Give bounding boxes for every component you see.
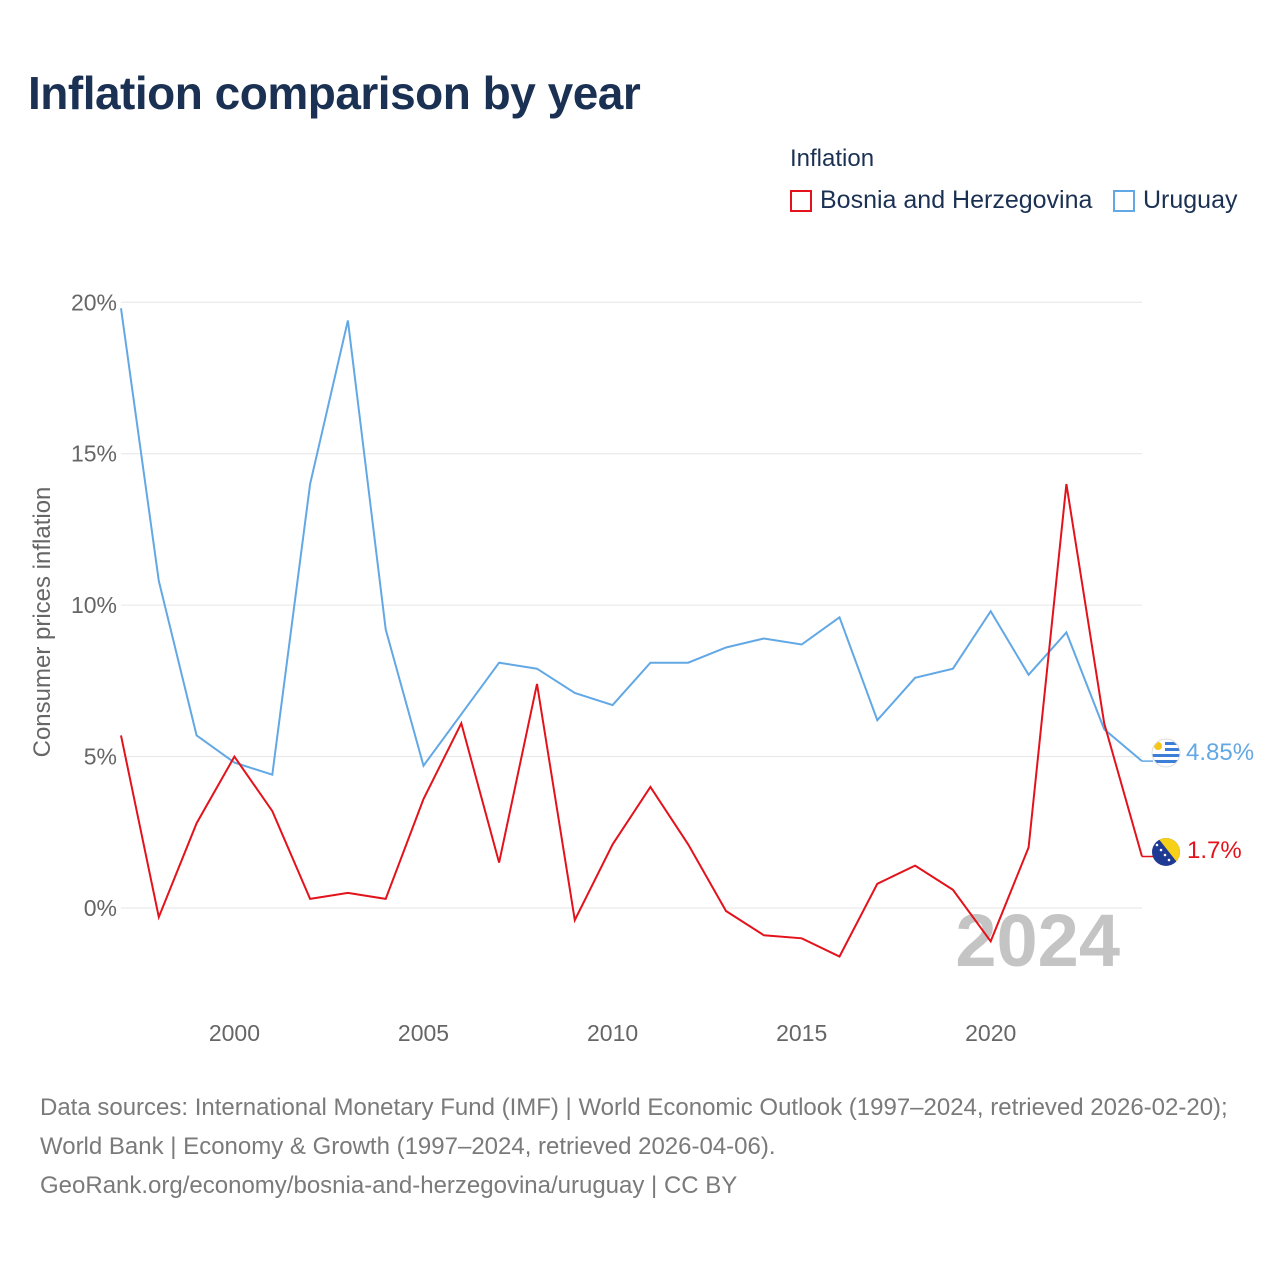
x-tick-label: 2010 [587, 1020, 638, 1046]
series-line-bosnia[interactable] [120, 483, 1143, 958]
chart-title: Inflation comparison by year [28, 67, 641, 119]
legend-item-uruguay[interactable]: Uruguay [1113, 186, 1238, 215]
y-tick-label: 20% [71, 289, 117, 315]
x-tick-label: 2005 [398, 1020, 449, 1046]
legend-label-uruguay: Uruguay [1143, 186, 1238, 214]
uruguay-flag-icon [1151, 738, 1181, 768]
series-line-uruguay[interactable] [120, 308, 1143, 777]
y-axis-label: Consumer prices inflation [29, 487, 56, 758]
x-axis-ticks: 2000 2005 2010 2015 2020 [209, 1020, 1016, 1046]
y-tick-label: 0% [84, 895, 117, 921]
source-url[interactable]: GeoRank.org/economy/bosnia-and-herzegovi… [40, 1172, 738, 1199]
y-tick-label: 15% [71, 441, 117, 467]
y-tick-label: 5% [84, 744, 117, 770]
bosnia-end-value: 1.7% [1187, 837, 1242, 864]
legend-swatch-uruguay [1113, 189, 1135, 212]
legend-item-bosnia[interactable]: Bosnia and Herzegovina [790, 186, 1092, 215]
data-sources: Data sources: International Monetary Fun… [40, 1088, 1250, 1205]
series-lines [120, 308, 1153, 958]
line-chart: 0%5%10%15%20% 2000 2005 2010 2015 2020 2024 … [29, 289, 1254, 1046]
y-axis-ticks: 0% 5% 10% 15% 20% [71, 289, 117, 921]
grid-lines [121, 301, 1142, 909]
x-tick-label: 2000 [209, 1020, 260, 1046]
legend-title: Inflation [790, 145, 875, 172]
legend-swatch-bosnia [790, 189, 812, 212]
x-tick-label: 2015 [776, 1020, 827, 1046]
bosnia-flag-icon [1152, 838, 1180, 866]
year-watermark: 2024 [955, 899, 1120, 982]
legend-label-bosnia: Bosnia and Herzegovina [820, 186, 1093, 214]
y-tick-label: 10% [71, 592, 117, 618]
uruguay-end-value: 4.85% [1186, 739, 1254, 766]
x-tick-label: 2020 [965, 1020, 1016, 1046]
sources-text: Data sources: International Monetary Fun… [40, 1094, 1228, 1160]
